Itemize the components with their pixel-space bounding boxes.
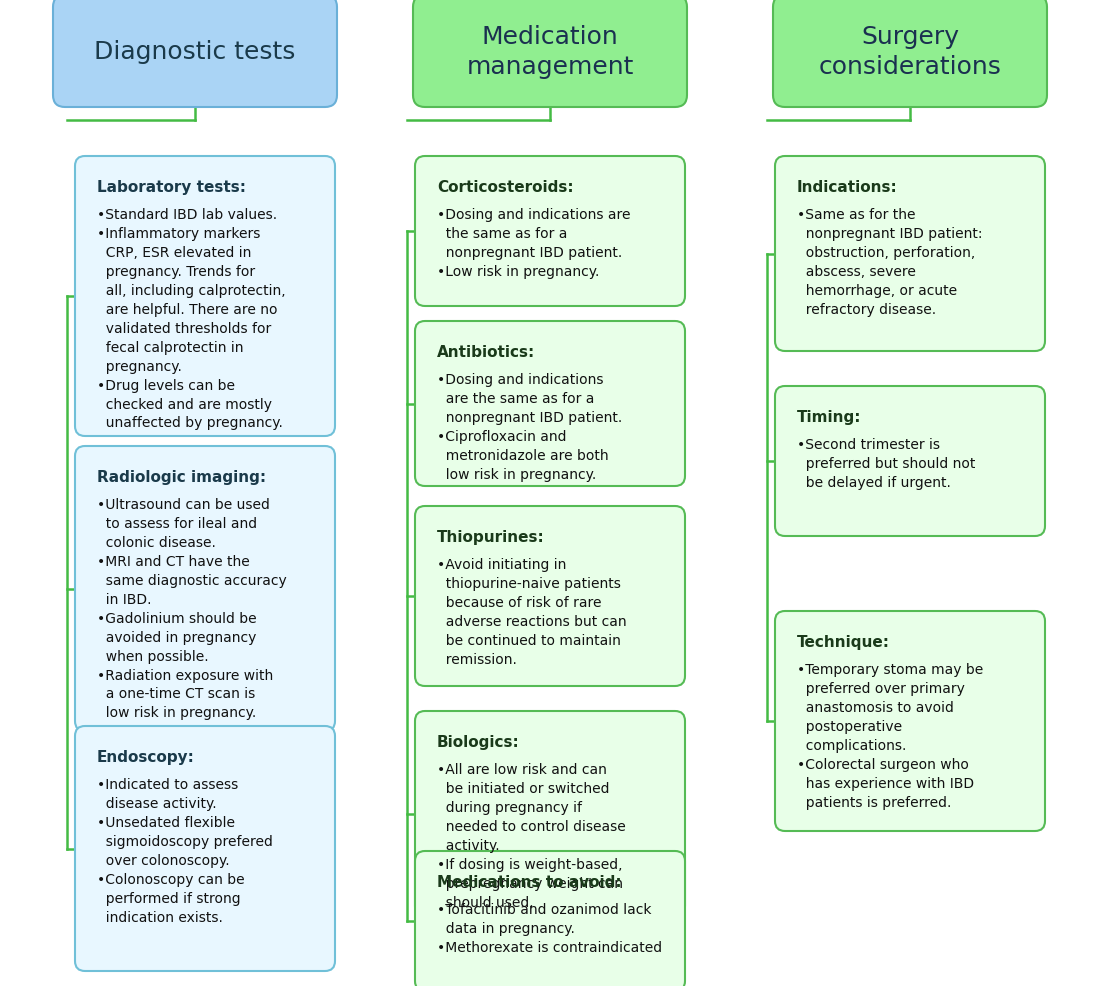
FancyBboxPatch shape — [776, 157, 1045, 352]
FancyBboxPatch shape — [75, 727, 336, 971]
Text: Endoscopy:: Endoscopy: — [97, 749, 195, 764]
FancyBboxPatch shape — [412, 0, 688, 107]
FancyBboxPatch shape — [415, 507, 685, 686]
FancyBboxPatch shape — [415, 157, 685, 307]
Text: •Dosing and indications are
  the same as for a
  nonpregnant IBD patient.
•Low : •Dosing and indications are the same as … — [437, 208, 630, 279]
FancyBboxPatch shape — [415, 851, 685, 986]
FancyBboxPatch shape — [776, 611, 1045, 831]
Text: Surgery
considerations: Surgery considerations — [818, 25, 1001, 79]
Text: •Ultrasound can be used
  to assess for ileal and
  colonic disease.
•MRI and CT: •Ultrasound can be used to assess for il… — [97, 498, 287, 720]
Text: •Same as for the
  nonpregnant IBD patient:
  obstruction, perforation,
  absces: •Same as for the nonpregnant IBD patient… — [798, 208, 982, 317]
Text: Biologics:: Biologics: — [437, 735, 519, 749]
Text: •Indicated to assess
  disease activity.
•Unsedated flexible
  sigmoidoscopy pre: •Indicated to assess disease activity. •… — [97, 777, 273, 924]
Text: Thiopurines:: Thiopurines: — [437, 529, 544, 544]
FancyBboxPatch shape — [415, 711, 685, 916]
FancyBboxPatch shape — [75, 447, 336, 732]
Text: Corticosteroids:: Corticosteroids: — [437, 179, 573, 195]
FancyBboxPatch shape — [776, 387, 1045, 536]
Text: Radiologic imaging:: Radiologic imaging: — [97, 469, 266, 484]
Text: •Second trimester is
  preferred but should not
  be delayed if urgent.: •Second trimester is preferred but shoul… — [798, 438, 976, 489]
Text: Timing:: Timing: — [798, 409, 861, 425]
Text: Technique:: Technique: — [798, 634, 890, 650]
Text: Laboratory tests:: Laboratory tests: — [97, 179, 246, 195]
Text: Indications:: Indications: — [798, 179, 898, 195]
Text: •Avoid initiating in
  thiopurine-naive patients
  because of risk of rare
  adv: •Avoid initiating in thiopurine-naive pa… — [437, 557, 627, 667]
FancyBboxPatch shape — [773, 0, 1047, 107]
Text: Diagnostic tests: Diagnostic tests — [95, 40, 296, 64]
Text: •Tofacitinib and ozanimod lack
  data in pregnancy.
•Methorexate is contraindica: •Tofacitinib and ozanimod lack data in p… — [437, 902, 662, 953]
Text: •Standard IBD lab values.
•Inflammatory markers
  CRP, ESR elevated in
  pregnan: •Standard IBD lab values. •Inflammatory … — [97, 208, 286, 430]
Text: Antibiotics:: Antibiotics: — [437, 345, 536, 360]
FancyBboxPatch shape — [53, 0, 337, 107]
Text: Medications to avoid:: Medications to avoid: — [437, 875, 622, 889]
Text: •All are low risk and can
  be initiated or switched
  during pregnancy if
  nee: •All are low risk and can be initiated o… — [437, 762, 626, 909]
FancyBboxPatch shape — [75, 157, 336, 437]
Text: Medication
management: Medication management — [466, 25, 634, 79]
Text: •Temporary stoma may be
  preferred over primary
  anastomosis to avoid
  postop: •Temporary stoma may be preferred over p… — [798, 663, 983, 809]
Text: •Dosing and indications
  are the same as for a
  nonpregnant IBD patient.
•Cipr: •Dosing and indications are the same as … — [437, 373, 623, 481]
FancyBboxPatch shape — [415, 321, 685, 486]
